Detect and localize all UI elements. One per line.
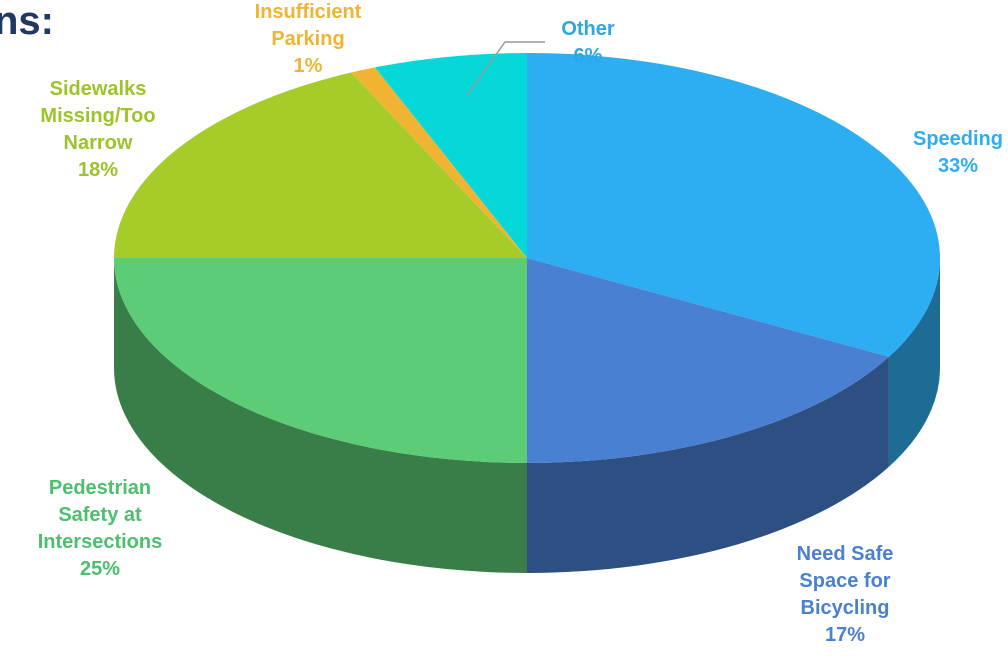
- category-label: Sidewalks Missing/Too Narrow: [40, 78, 155, 154]
- label-line: Missing/Too: [40, 105, 155, 127]
- label-line: Speeding: [913, 128, 1003, 150]
- slice-side: [888, 258, 940, 467]
- value-label: 18%: [78, 159, 118, 181]
- pie-tops: [114, 53, 940, 463]
- chart-title: ns:: [0, 0, 54, 43]
- category-label: Insufficient Parking: [255, 1, 362, 50]
- category-label: Pedestrian Safety at Intersections: [38, 477, 162, 553]
- value-label: 1%: [294, 55, 323, 77]
- label-line: Bicycling: [801, 597, 890, 619]
- label-line: Need Safe: [797, 543, 894, 565]
- category-label: Other: [561, 18, 615, 40]
- label-line: Parking: [271, 28, 344, 50]
- slice: [351, 67, 527, 259]
- slice: [527, 258, 889, 463]
- pie-sides: [114, 258, 940, 573]
- label-line: Intersections: [38, 531, 162, 553]
- label-line: Safety at: [58, 504, 142, 526]
- label-line: Space for: [799, 570, 890, 592]
- label-line: Other: [561, 18, 615, 40]
- value-label: 25%: [80, 558, 120, 580]
- label-line: Insufficient: [255, 1, 362, 23]
- category-label: Speeding: [913, 128, 1003, 150]
- slice: [527, 53, 940, 357]
- value-label: 6%: [574, 45, 603, 67]
- label-line: Pedestrian: [49, 477, 151, 499]
- value-label: 33%: [938, 155, 978, 177]
- value-label: 17%: [825, 624, 865, 646]
- labels: Speeding 33% Need Safe Space for Bicycling 17…: [38, 1, 1003, 646]
- slice: [374, 53, 527, 258]
- slice-side: [114, 258, 527, 573]
- slice: [114, 258, 527, 463]
- label-line: Narrow: [64, 132, 133, 154]
- category-label: Need Safe Space for Bicycling: [797, 543, 894, 619]
- slice: [114, 72, 527, 258]
- label-line: Sidewalks: [50, 78, 147, 100]
- slice-side: [527, 356, 889, 573]
- leader-line: [466, 41, 545, 96]
